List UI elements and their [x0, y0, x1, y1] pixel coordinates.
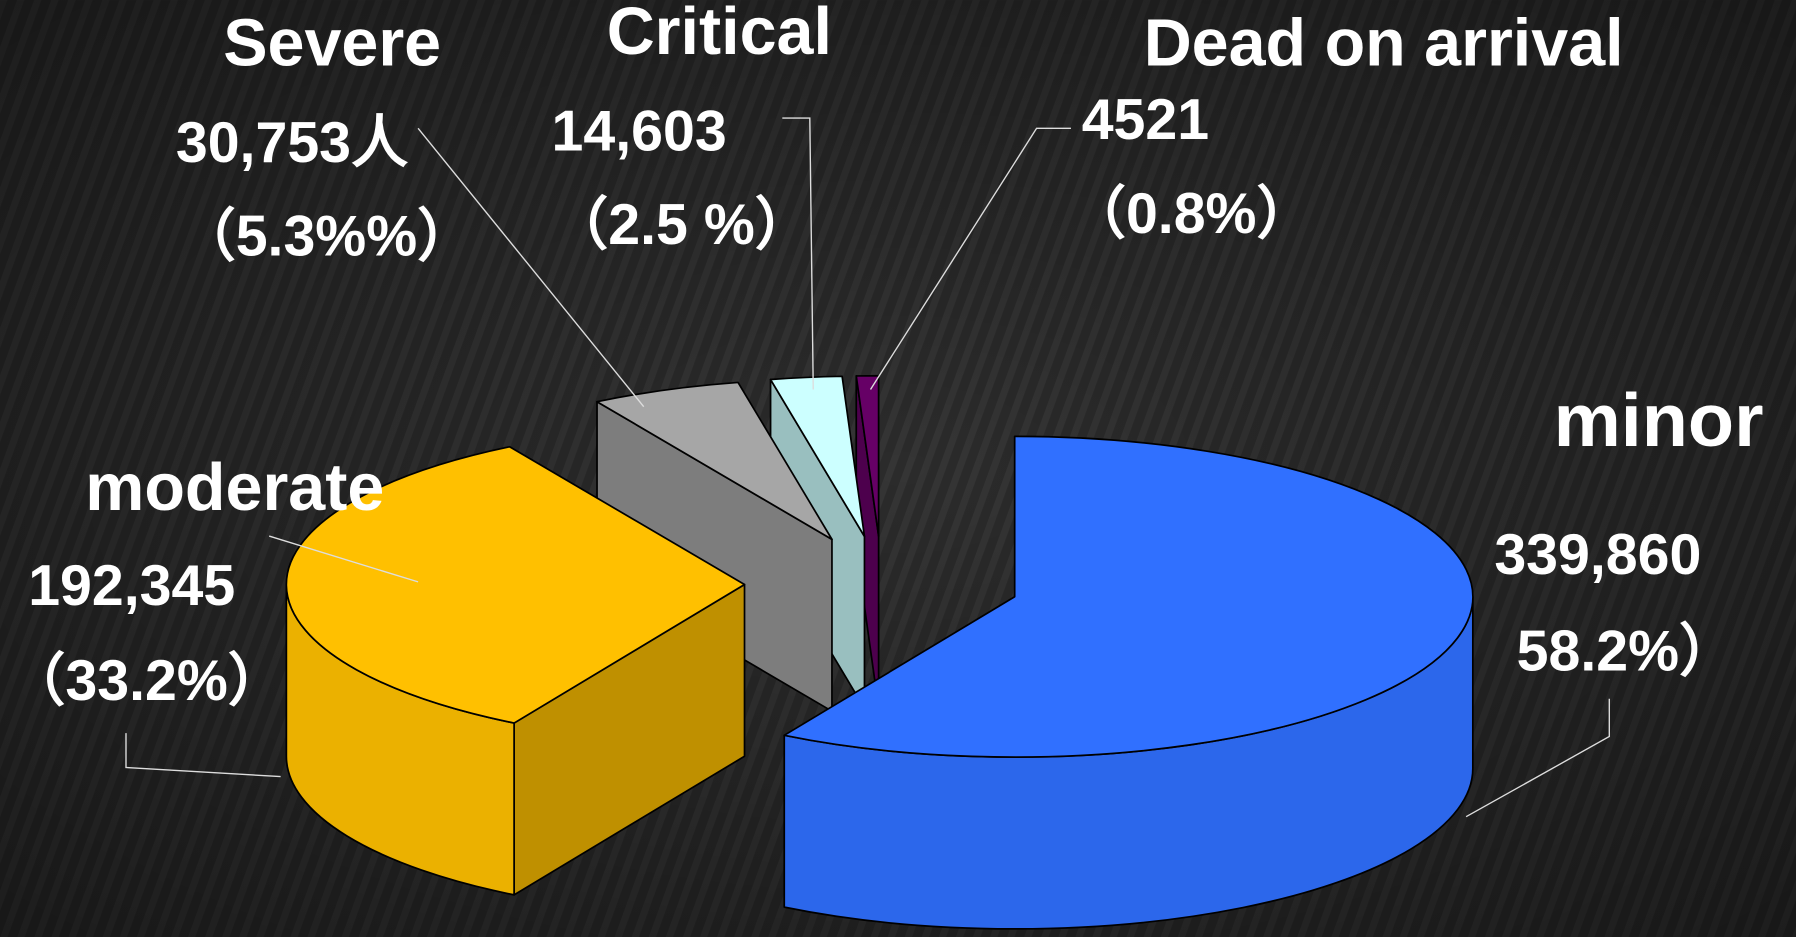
- slice-top: [596, 381, 833, 541]
- percent-label: 58.2%）: [1517, 619, 1737, 683]
- leader-line: [125, 733, 281, 778]
- slice-name: Severe: [223, 7, 441, 81]
- leader-line: [268, 535, 419, 583]
- slice-top: [285, 445, 746, 724]
- value-label: 4521: [1082, 88, 1209, 152]
- leader-line: [869, 127, 1071, 390]
- slice-name: minor: [1554, 379, 1764, 463]
- percent-label: （33.2%）: [8, 649, 285, 713]
- slice-name: moderate: [85, 451, 384, 525]
- leader-line: [1465, 698, 1610, 818]
- percent-label: （2.5 %）: [551, 193, 812, 257]
- slice-top: [769, 375, 866, 538]
- slice: [285, 445, 746, 896]
- leader-line: [782, 117, 814, 390]
- percent-label: （5.3%%）: [178, 205, 474, 269]
- value-label: 192,345: [28, 554, 235, 618]
- percent-label: （0.8%）: [1069, 182, 1314, 246]
- value-label: 30,753人: [176, 111, 408, 175]
- leader-line: [417, 127, 645, 408]
- slice-name: Critical: [607, 0, 832, 69]
- value-label: 339,860: [1494, 523, 1701, 587]
- value-label: 14,603: [552, 99, 727, 163]
- pie: [285, 374, 1474, 930]
- slice-name: Dead on arrival: [1144, 7, 1624, 81]
- slice-top: [783, 435, 1474, 758]
- slice: [783, 435, 1474, 930]
